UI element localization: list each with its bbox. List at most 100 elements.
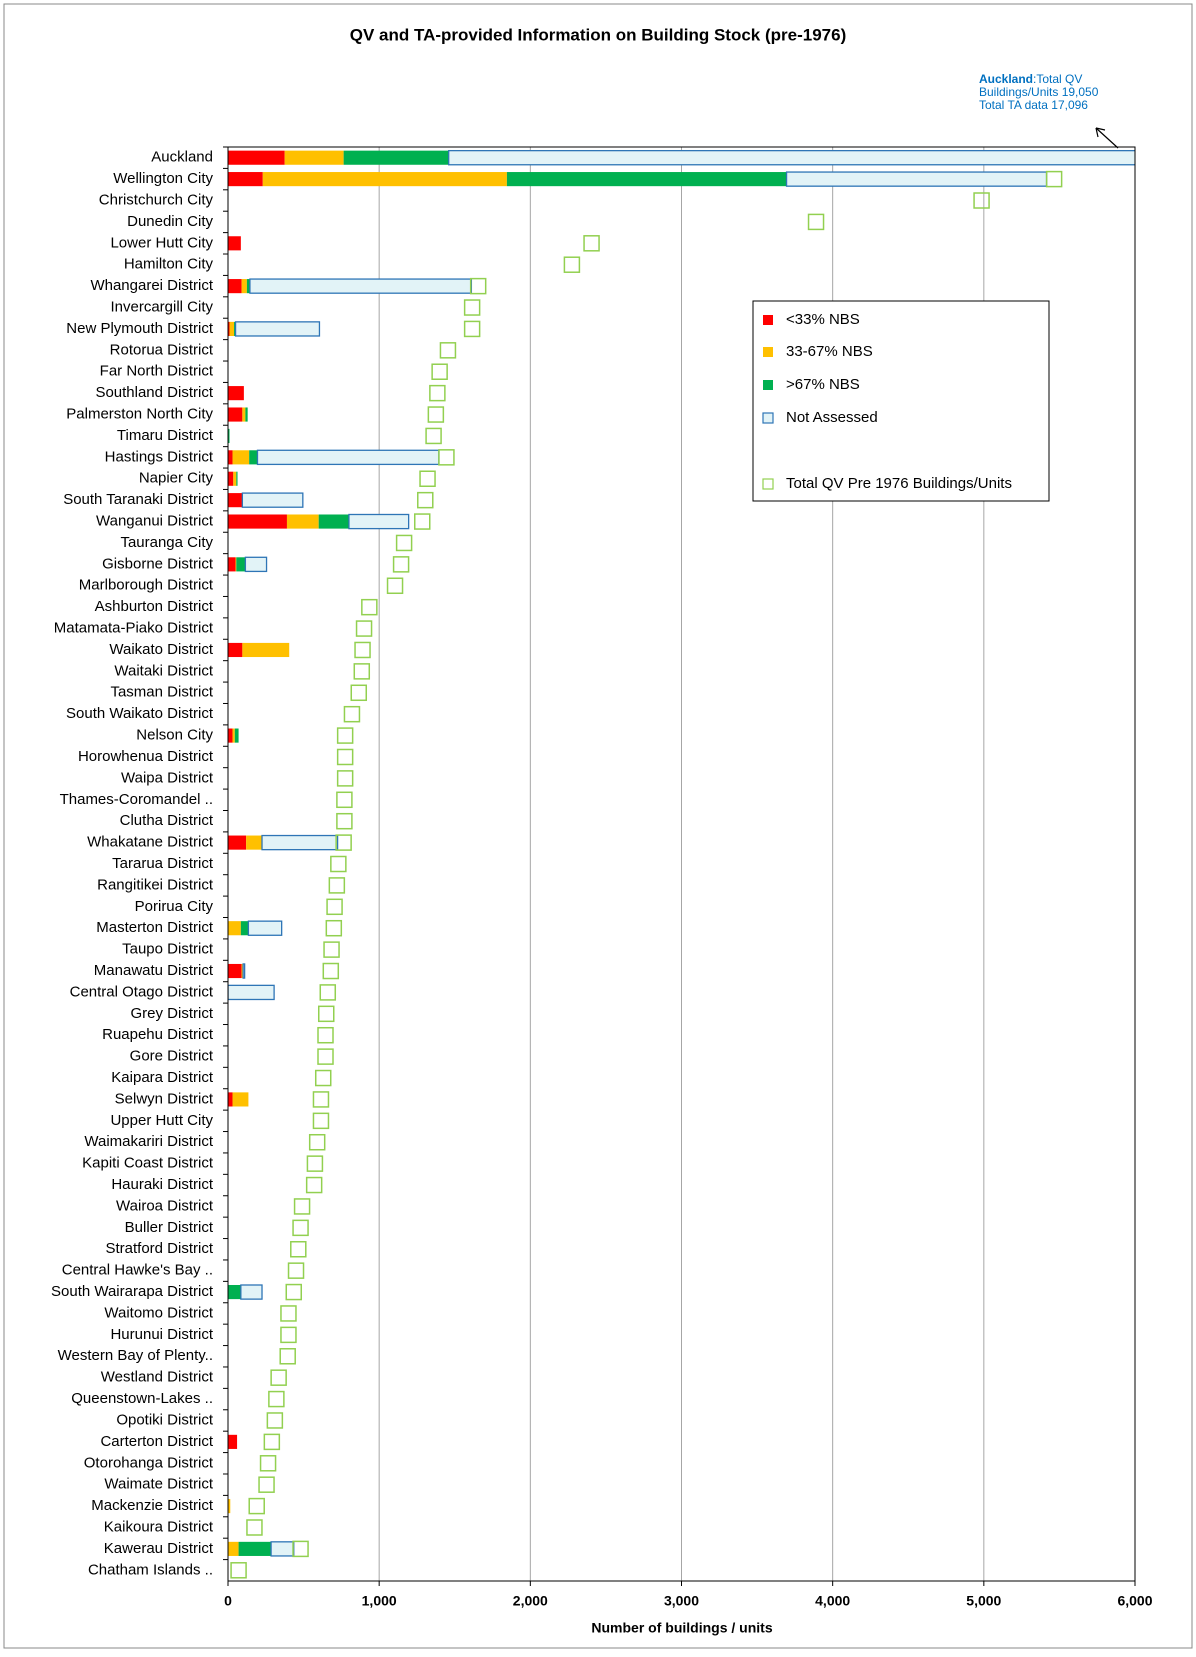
total-marker xyxy=(392,556,410,573)
legend-swatch xyxy=(762,412,774,424)
total-marker xyxy=(308,1133,326,1151)
category-label: Waitaki District xyxy=(114,662,213,679)
bar-segment xyxy=(785,171,1048,187)
annotation-line: Total TA data 17,096 xyxy=(979,98,1088,112)
total-marker xyxy=(285,1283,303,1301)
category-label: Masterton District xyxy=(96,919,214,936)
category-label: Nelson City xyxy=(136,727,213,744)
bar-segment xyxy=(238,1541,272,1556)
total-marker xyxy=(268,1390,285,1408)
category-label: Tasman District xyxy=(110,684,213,701)
bar-segment xyxy=(247,920,283,936)
total-marker xyxy=(336,791,353,809)
category-label: Chatham Islands .. xyxy=(88,1561,213,1578)
x-tick-label: 6,000 xyxy=(1117,1593,1152,1609)
category-label: Carterton District xyxy=(100,1433,213,1450)
total-marker xyxy=(259,1455,277,1472)
bar-segment xyxy=(244,556,268,573)
bar-segment xyxy=(343,150,449,165)
x-tick-label: 1,000 xyxy=(362,1593,397,1609)
category-label: Tauranga City xyxy=(120,534,213,551)
annotation-line: :Total QV xyxy=(1033,72,1082,86)
category-label: Kaipara District xyxy=(111,1069,214,1086)
total-marker xyxy=(469,277,487,295)
total-marker xyxy=(246,1519,263,1536)
category-label: South Wairarapa District xyxy=(51,1283,214,1300)
bar-segment xyxy=(236,557,246,572)
bar-segment xyxy=(229,321,235,336)
annotation-label: Auckland xyxy=(979,72,1033,86)
total-marker xyxy=(427,406,445,423)
legend-label: Not Assessed xyxy=(786,409,878,426)
bar-segment xyxy=(262,172,507,187)
annotation: Auckland:Total QV Buildings/Units 19,050… xyxy=(979,72,1119,149)
bar-segment xyxy=(242,407,246,422)
category-label: Hamilton City xyxy=(124,256,214,273)
bar-segment xyxy=(318,514,349,529)
category-label: Grey District xyxy=(131,1005,214,1022)
category-label: Porirua City xyxy=(135,898,214,915)
bar-segment xyxy=(240,921,249,936)
total-marker xyxy=(973,192,990,209)
category-label: Tararua District xyxy=(112,855,214,872)
category-label: Kapiti Coast District xyxy=(82,1155,214,1172)
total-marker xyxy=(413,513,431,530)
category-label: Western Bay of Plenty.. xyxy=(58,1347,213,1364)
category-label: Taupo District xyxy=(122,941,214,958)
bar-segment xyxy=(234,321,321,337)
category-label: Buller District xyxy=(125,1219,214,1236)
category-label: Auckland xyxy=(151,149,213,166)
x-axis-label: Number of buildings / units xyxy=(591,1620,772,1636)
legend: <33% NBS 33-67% NBS >67% NBS Not Assessed To… xyxy=(762,311,1012,492)
total-marker xyxy=(292,1219,309,1237)
category-label: Gore District xyxy=(130,1048,214,1065)
total-marker xyxy=(326,898,343,916)
total-marker xyxy=(319,984,337,1001)
category-label: Hastings District xyxy=(105,448,214,465)
category-label: Whakatane District xyxy=(87,834,214,851)
total-marker xyxy=(429,384,446,402)
bar-segment xyxy=(448,149,1135,166)
total-marker xyxy=(258,1476,275,1493)
category-label: Wanganui District xyxy=(96,513,214,530)
total-marker xyxy=(293,1198,311,1215)
total-marker xyxy=(355,620,373,637)
bar-segment xyxy=(228,984,275,1001)
legend-label: >67% NBS xyxy=(786,376,860,393)
bar-segment xyxy=(241,279,247,294)
total-marker xyxy=(312,1112,330,1130)
bar-segment xyxy=(242,642,290,658)
chart-title: QV and TA-provided Information on Buildi… xyxy=(350,25,847,44)
bar-segment xyxy=(228,236,241,251)
total-marker xyxy=(312,1091,330,1108)
bar-segment xyxy=(234,321,236,336)
category-label: Waimakariri District xyxy=(84,1133,213,1150)
category-label: Waipa District xyxy=(121,769,214,786)
bar-segment xyxy=(228,921,241,936)
bar-segment xyxy=(228,728,233,743)
legend-label: 33-67% NBS xyxy=(786,343,873,360)
bar-segment xyxy=(234,728,239,743)
total-marker xyxy=(305,1176,323,1194)
total-marker xyxy=(287,1262,305,1279)
total-marker xyxy=(336,770,354,787)
bar-segment xyxy=(284,150,344,165)
total-marker xyxy=(314,1069,332,1087)
total-marker xyxy=(292,1540,309,1558)
category-label: Stratford District xyxy=(105,1240,213,1257)
bar-segment xyxy=(232,728,235,743)
category-label: Gisborne District xyxy=(102,555,214,572)
total-marker xyxy=(463,320,481,338)
category-label: Waitomo District xyxy=(104,1304,213,1321)
category-label: Selwyn District xyxy=(115,1090,214,1107)
bar-segment xyxy=(249,450,258,465)
category-label: Hauraki District xyxy=(111,1176,214,1193)
legend-label: Total QV Pre 1976 Buildings/Units xyxy=(786,475,1012,492)
total-marker xyxy=(439,342,457,359)
category-label: Ashburton District xyxy=(95,598,214,615)
category-label: Ruapehu District xyxy=(102,1026,214,1043)
category-label: Upper Hutt City xyxy=(110,1112,213,1129)
category-label: Kawerau District xyxy=(104,1540,214,1557)
category-label: Far North District xyxy=(100,363,214,380)
total-marker xyxy=(270,1369,287,1386)
